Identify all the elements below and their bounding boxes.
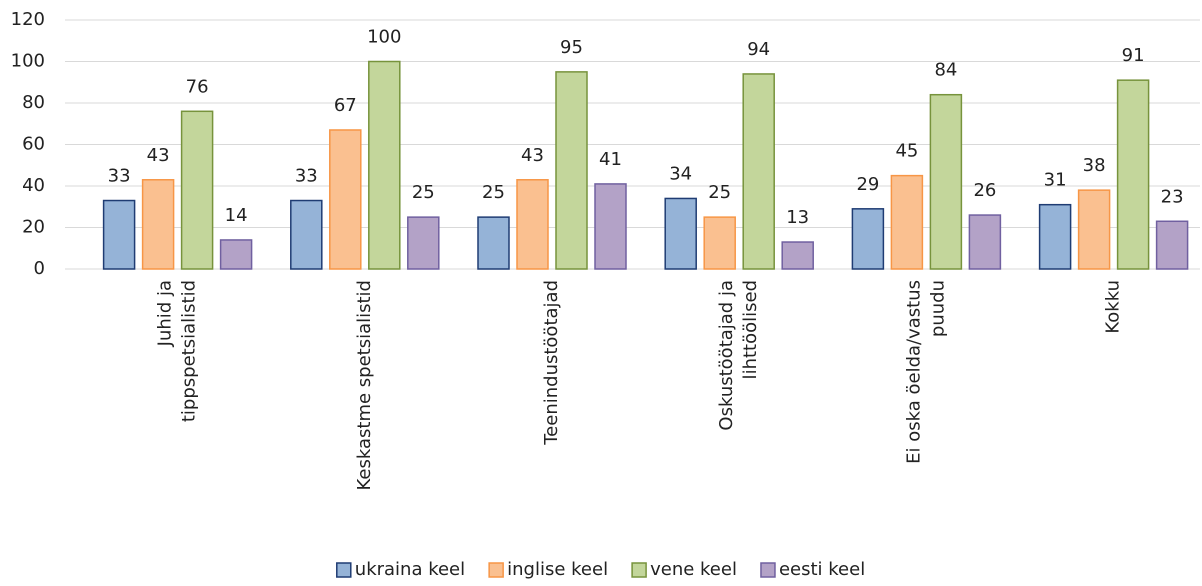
bar: [929, 93, 963, 270]
data-label: 23: [1161, 186, 1184, 207]
data-label: 14: [225, 205, 248, 226]
data-label: 25: [482, 182, 505, 203]
data-label: 13: [786, 207, 809, 228]
bar: [781, 241, 814, 270]
data-label: 38: [1083, 155, 1106, 176]
bar: [968, 214, 1002, 270]
bar: [851, 208, 885, 270]
bar: [1077, 189, 1111, 270]
x-tick-label: Juhid ja tippspetsialistid: [155, 280, 200, 422]
x-tick-label: Keskastme spetsialistid: [354, 280, 375, 490]
bar: [368, 60, 401, 270]
y-tick-label: 120: [11, 9, 45, 30]
data-label: 33: [108, 166, 131, 187]
legend-label: inglise keel: [507, 559, 608, 580]
bar: [890, 174, 924, 270]
bar: [477, 216, 510, 270]
x-tick-label: Teenindustöötajad: [541, 280, 562, 446]
bar: [664, 197, 697, 270]
legend-swatch: [488, 562, 504, 578]
data-label: 34: [669, 163, 692, 184]
bar: [141, 179, 175, 270]
legend-label: eesti keel: [779, 559, 865, 580]
data-label: 84: [934, 60, 957, 81]
bar: [329, 129, 362, 270]
bar: [1038, 203, 1072, 270]
y-tick-label: 20: [22, 217, 45, 238]
data-label: 43: [521, 145, 544, 166]
y-tick-label: 0: [34, 258, 45, 279]
bar: [1155, 220, 1189, 270]
bar: [516, 179, 549, 270]
bar: [102, 199, 136, 270]
data-label: 25: [412, 182, 435, 203]
data-label: 25: [708, 182, 731, 203]
data-label: 67: [334, 95, 357, 116]
bar: [219, 239, 253, 270]
data-label: 26: [973, 180, 996, 201]
data-label: 41: [599, 149, 622, 170]
bar: [180, 110, 214, 270]
bar: [703, 216, 736, 270]
bar: [555, 71, 588, 270]
x-tick-label: Kokku: [1103, 280, 1124, 334]
x-tick-label: Ei oska öelda/vastus puudu: [903, 280, 948, 464]
data-label: 76: [186, 76, 209, 97]
data-label: 94: [747, 39, 770, 60]
bar: [742, 73, 775, 270]
legend-label: vene keel: [650, 559, 737, 580]
bar: [290, 199, 323, 270]
data-label: 95: [560, 37, 583, 58]
data-label: 45: [895, 141, 918, 162]
y-tick-label: 60: [22, 134, 45, 155]
legend-swatch: [760, 562, 776, 578]
data-label: 31: [1044, 170, 1067, 191]
bar: [594, 183, 627, 270]
data-label: 33: [295, 166, 318, 187]
data-label: 43: [147, 145, 170, 166]
legend-swatch: [631, 562, 647, 578]
bar: [407, 216, 440, 270]
y-tick-label: 100: [11, 51, 45, 72]
legend-label: ukraina keel: [355, 559, 465, 580]
y-tick-label: 40: [22, 175, 45, 196]
data-label: 100: [367, 27, 401, 48]
bar: [1116, 79, 1150, 270]
data-label: 91: [1122, 45, 1145, 66]
y-tick-label: 80: [22, 92, 45, 113]
data-label: 29: [856, 174, 879, 195]
x-tick-label: Oskustöötajad ja lihttöölised: [716, 280, 761, 431]
legend-swatch: [336, 562, 352, 578]
